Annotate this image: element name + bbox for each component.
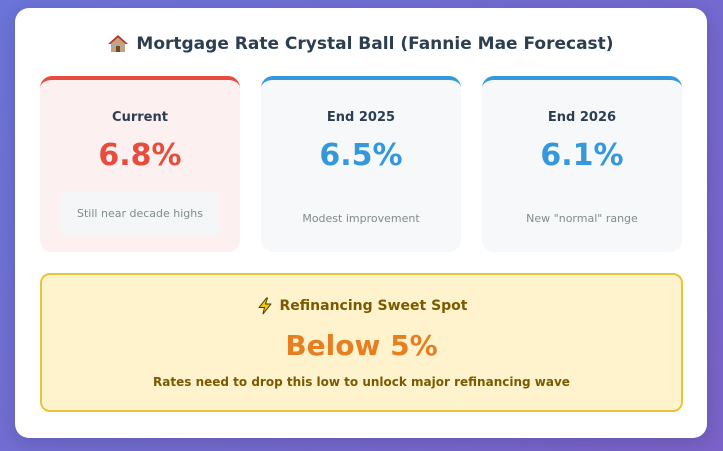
page-title: Mortgage Rate Crystal Ball (Fannie Mae F…	[15, 34, 707, 54]
stat-note: Modest improvement	[302, 212, 420, 225]
stat-note: New "normal" range	[526, 212, 638, 225]
stat-label: End 2026	[547, 110, 617, 125]
stat-card-end-2026: End 2026 6.1% New "normal" range	[482, 76, 682, 252]
sweet-spot-value: Below 5%	[285, 329, 438, 362]
stat-value: 6.5%	[319, 138, 403, 173]
stat-label: End 2025	[326, 110, 396, 125]
sweet-spot-heading: Refinancing Sweet Spot	[42, 297, 681, 315]
lightning-icon	[258, 297, 271, 315]
stat-value: 6.1%	[540, 138, 624, 173]
refinancing-sweet-spot: Refinancing Sweet Spot Below 5% Rates ne…	[40, 273, 683, 412]
sweet-spot-title: Refinancing Sweet Spot	[279, 298, 468, 314]
stat-label: Current	[112, 110, 168, 125]
house-icon	[108, 35, 129, 52]
stat-card-current: Current 6.8% Still near decade highs	[40, 76, 240, 252]
forecast-stats: Current 6.8% Still near decade highs End…	[40, 76, 683, 252]
forecast-card: Mortgage Rate Crystal Ball (Fannie Mae F…	[15, 8, 707, 438]
stat-value: 6.8%	[98, 138, 182, 173]
stat-card-end-2025: End 2025 6.5% Modest improvement	[261, 76, 461, 252]
page-title-text: Mortgage Rate Crystal Ball (Fannie Mae F…	[136, 34, 614, 54]
stat-note: Still near decade highs	[60, 192, 220, 236]
sweet-spot-description: Rates need to drop this low to unlock ma…	[153, 375, 570, 389]
